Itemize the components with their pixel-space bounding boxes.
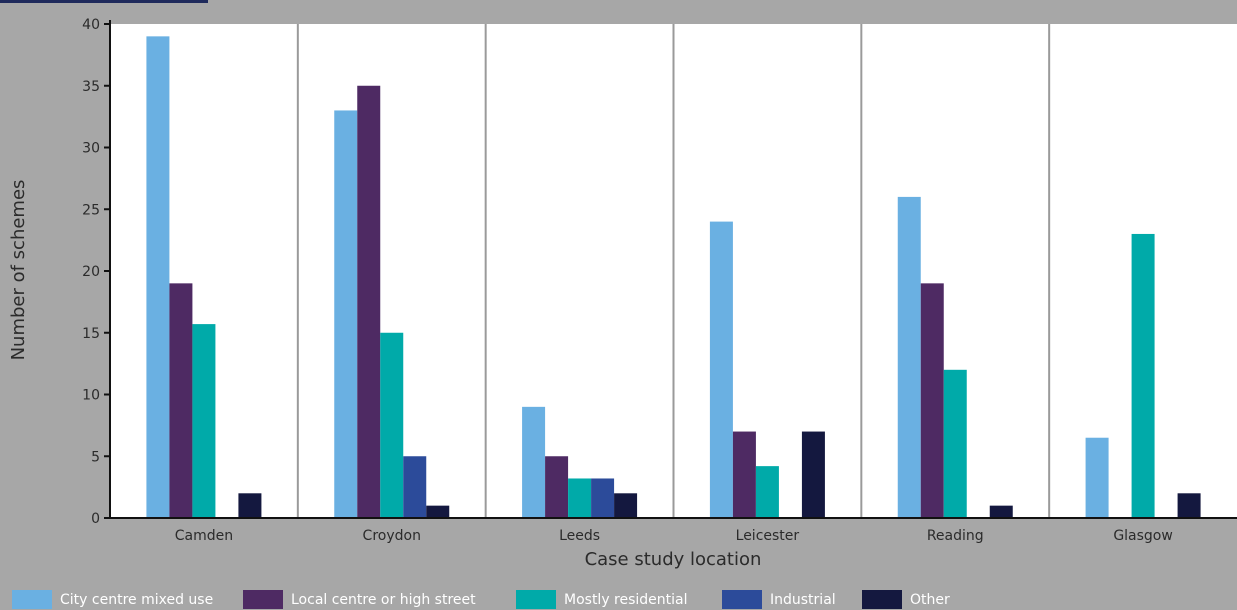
bar	[522, 406, 546, 518]
y-tick-label: 25	[82, 202, 100, 218]
bar	[709, 221, 733, 518]
bar	[334, 110, 358, 518]
legend-label: City centre mixed use	[60, 591, 214, 608]
legend-item: Mostly residential	[516, 590, 688, 609]
y-tick-label: 5	[91, 449, 100, 465]
legend-item: City centre mixed use	[12, 590, 213, 609]
bar	[238, 493, 262, 518]
bar	[1085, 437, 1109, 518]
x-tick-label: Camden	[175, 528, 233, 544]
legend-item: Local centre or high street	[243, 590, 476, 609]
bar	[568, 478, 592, 518]
y-axis-title: Number of schemes	[8, 180, 29, 361]
bar	[545, 456, 569, 518]
bar	[989, 505, 1013, 518]
legend-item: Industrial	[722, 590, 836, 609]
bar	[192, 324, 216, 518]
bar	[943, 369, 967, 518]
legend-label: Industrial	[770, 591, 836, 608]
x-tick-label: Croydon	[363, 528, 421, 544]
bar	[426, 505, 450, 518]
y-tick-label: 20	[82, 264, 100, 280]
bar	[591, 478, 615, 518]
y-tick-label: 0	[91, 511, 100, 527]
y-tick-label: 35	[82, 79, 100, 95]
legend-swatch	[516, 590, 556, 609]
bar	[1131, 233, 1155, 518]
bar	[920, 283, 944, 518]
legend-swatch	[243, 590, 283, 609]
legend-label: Mostly residential	[564, 591, 688, 608]
x-tick-label: Leeds	[559, 528, 600, 544]
legend-label: Other	[910, 591, 950, 608]
bar	[380, 332, 404, 518]
x-axis-title: Case study location	[585, 549, 762, 570]
x-tick-label: Leicester	[736, 528, 800, 544]
labels: Camden Croydon Leeds Leicester Reading Glasgo…	[82, 17, 1173, 544]
bar	[755, 466, 779, 518]
bar	[1177, 493, 1201, 518]
bar	[146, 36, 170, 518]
bar-chart: Camden Croydon Leeds Leicester Reading Glasgo…	[8, 17, 1237, 570]
legend-swatch	[722, 590, 762, 609]
legend: City centre mixed use Local centre or hig…	[0, 589, 1237, 610]
bar	[614, 493, 638, 518]
y-tick-label: 40	[82, 17, 100, 33]
bars	[146, 36, 1201, 518]
legend-swatch	[862, 590, 902, 609]
y-tick-label: 15	[82, 326, 100, 342]
bar	[732, 431, 756, 518]
bar	[897, 196, 921, 518]
axes	[104, 20, 1237, 519]
header-accent-strip	[0, 0, 208, 3]
legend-label: Local centre or high street	[291, 591, 476, 608]
x-tick-label: Glasgow	[1113, 528, 1173, 544]
y-tick-label: 10	[82, 388, 100, 404]
bar	[169, 283, 193, 518]
legend-item: Other	[862, 590, 950, 609]
bar	[357, 85, 381, 518]
bar	[403, 456, 427, 518]
y-tick-label: 30	[82, 141, 100, 157]
legend-swatch	[12, 590, 52, 609]
bar	[801, 431, 825, 518]
gridlines	[296, 24, 1051, 518]
x-tick-label: Reading	[927, 528, 984, 544]
